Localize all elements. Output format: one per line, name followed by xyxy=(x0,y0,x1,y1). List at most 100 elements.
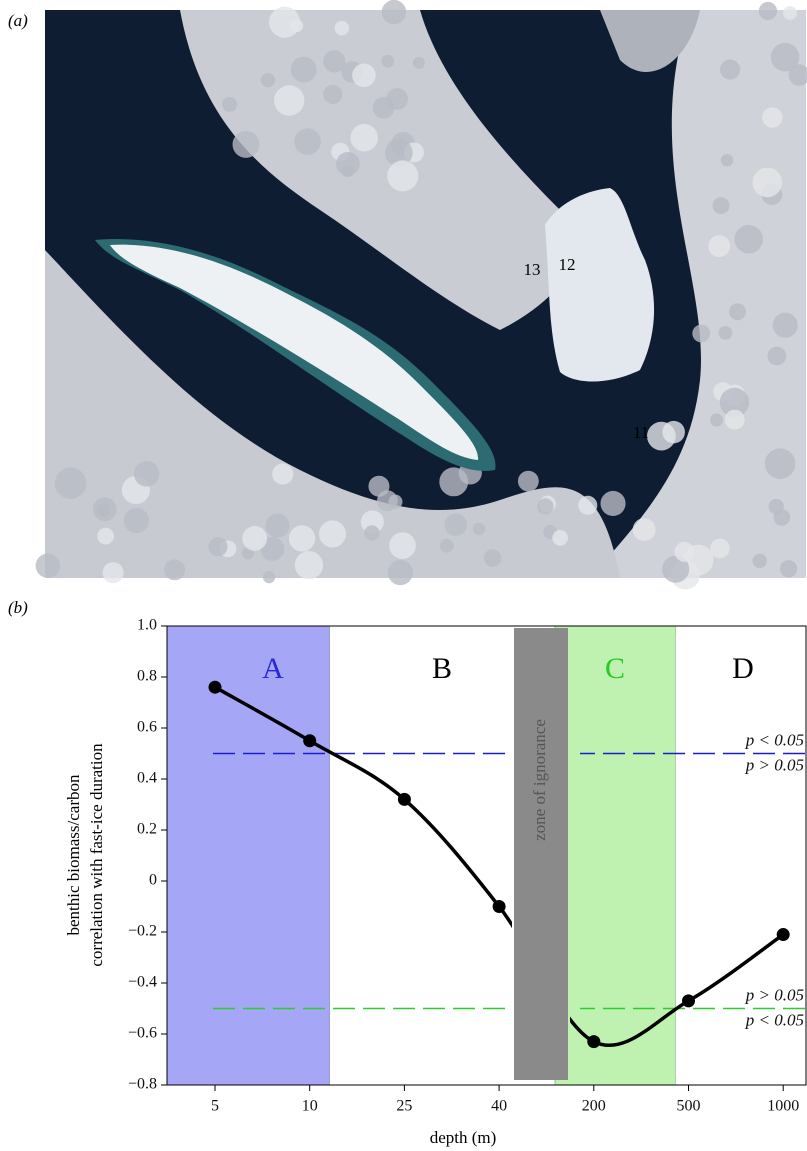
x-tick-label: 40 xyxy=(491,1098,507,1115)
region xyxy=(166,625,331,1086)
cloud-puff xyxy=(294,128,321,155)
cloud-puff xyxy=(412,56,425,69)
cloud-puff xyxy=(773,509,791,526)
cloud-puff xyxy=(388,494,403,509)
region-label: A xyxy=(262,652,284,685)
y-tick-label: 0 xyxy=(149,872,157,889)
panel-label: (a) xyxy=(8,11,28,30)
cloud-puff xyxy=(783,5,797,20)
iceberg xyxy=(545,188,655,382)
x-axis-label: depth (m) xyxy=(430,1128,497,1147)
y-axis-label: benthic biomass/carbon xyxy=(64,774,83,935)
region-label: C xyxy=(605,652,625,685)
cloud-puff xyxy=(123,508,150,534)
cloud-puff xyxy=(384,138,413,167)
threshold-label: p > 0.05 xyxy=(745,755,804,774)
cloud-puff xyxy=(381,54,395,68)
cloud-puff xyxy=(472,522,486,536)
satellite-panel: (a) 13 12 11 xyxy=(8,0,807,590)
y-tick-label: 0.2 xyxy=(137,821,157,838)
x-tick-label: 500 xyxy=(677,1098,701,1115)
cloud-puff xyxy=(758,1,778,21)
island xyxy=(110,244,479,460)
marker-label: 12 xyxy=(559,255,576,274)
cloud-puff xyxy=(97,527,114,545)
cloud-puff xyxy=(710,413,724,427)
cloud-puff xyxy=(208,537,228,557)
y-tick-label: −0.4 xyxy=(128,974,157,991)
cloud-puff xyxy=(272,463,294,485)
cloud-puff xyxy=(537,498,554,515)
cloud-puff xyxy=(260,73,276,88)
region-label: B xyxy=(432,652,452,685)
cloud-puff xyxy=(372,96,395,119)
region-label: D xyxy=(732,652,754,685)
cloud-puff xyxy=(274,85,305,116)
data-point xyxy=(208,680,222,694)
cloud-puff xyxy=(578,495,598,515)
cloud-puff xyxy=(352,63,376,88)
y-axis-label: correlation with fast-ice duration xyxy=(87,743,106,967)
clouds xyxy=(35,0,807,590)
data-point xyxy=(682,994,695,1008)
cloud-puff xyxy=(35,553,61,578)
y-tick-label: 0.4 xyxy=(137,770,157,787)
cloud-puff xyxy=(241,547,255,560)
cloud-puff xyxy=(708,235,731,258)
threshold-label: p > 0.05 xyxy=(745,985,804,1004)
cloud-puff xyxy=(444,513,468,536)
cloud-puff xyxy=(335,151,360,176)
cloud-puff xyxy=(712,197,730,215)
cloud-puff xyxy=(389,532,416,559)
panel-label: (b) xyxy=(8,598,28,617)
data-point xyxy=(776,928,790,942)
y-tick-label: 0.6 xyxy=(137,719,157,736)
cloud-puff xyxy=(133,461,160,487)
data-point xyxy=(397,792,411,806)
cloud-puff xyxy=(232,131,260,158)
data-point xyxy=(492,900,506,913)
cloud-puff xyxy=(265,513,290,538)
cloud-puff xyxy=(222,96,238,112)
cloud-puff xyxy=(288,525,316,552)
cloud-puff xyxy=(762,107,783,128)
x-tick-label: 10 xyxy=(302,1098,318,1115)
cloud-puff xyxy=(728,303,746,321)
cloud-puff xyxy=(764,448,796,479)
data-point xyxy=(587,1035,601,1049)
cloud-puff xyxy=(262,571,276,584)
cloud-puff xyxy=(710,538,730,559)
cloud-puff xyxy=(318,520,347,548)
cloud-puff xyxy=(54,467,87,499)
cloud-puff xyxy=(387,560,413,586)
cloud-puff xyxy=(720,59,741,80)
cloud-puff xyxy=(334,20,350,36)
plot-frame xyxy=(166,625,807,1086)
cloud-puff xyxy=(260,536,285,561)
cloud-puff xyxy=(350,123,378,152)
cloud-puff xyxy=(102,562,124,584)
cloud-puff xyxy=(323,50,346,73)
cloud-puff xyxy=(323,84,343,105)
y-tick-label: −0.8 xyxy=(128,1076,157,1093)
cloud-puff xyxy=(289,19,304,33)
cloud-puff xyxy=(242,526,268,551)
cloud-puff xyxy=(439,538,454,553)
cloud-puff xyxy=(752,167,783,198)
cloud-puff xyxy=(364,525,380,541)
cloud-puff xyxy=(552,530,568,546)
threshold-label: p < 0.05 xyxy=(745,730,804,749)
cloud-puff xyxy=(770,42,800,72)
data-point xyxy=(303,734,317,748)
x-tick-label: 1000 xyxy=(767,1098,799,1115)
x-tick-label: 25 xyxy=(396,1098,412,1115)
cloud-puff xyxy=(724,409,745,430)
threshold-label: p < 0.05 xyxy=(745,1010,804,1029)
cloud-puff xyxy=(387,160,419,192)
marker-label: 11 xyxy=(633,423,649,442)
cloud-puff xyxy=(517,470,539,492)
y-tick-label: 1.0 xyxy=(137,617,157,634)
cloud-puff xyxy=(674,541,695,562)
